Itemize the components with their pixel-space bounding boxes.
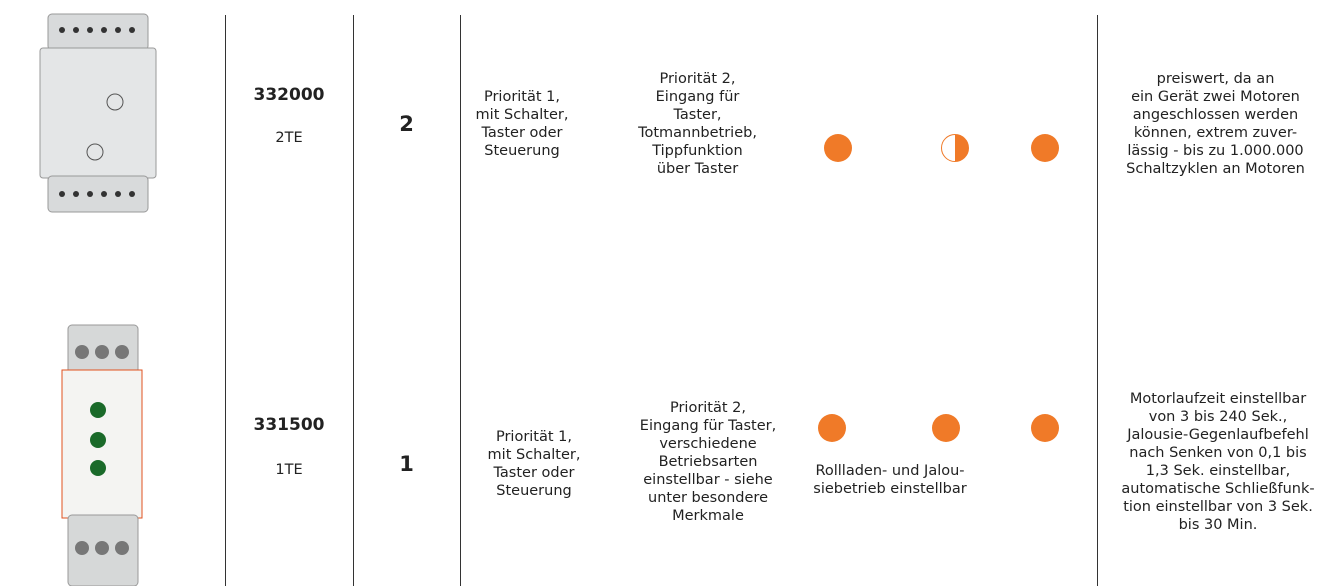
feature-dot xyxy=(818,414,846,442)
device-332000 xyxy=(39,13,157,213)
motor-count: 1 xyxy=(399,452,414,476)
feature-dot xyxy=(1031,414,1059,442)
motor-count: 2 xyxy=(399,112,414,136)
feature-note: Rollladen- und Jalou- siebetrieb einstel… xyxy=(813,463,967,497)
article-number: 331500 xyxy=(253,415,325,435)
feature-dot xyxy=(1031,134,1059,162)
column-divider xyxy=(1097,15,1098,586)
priority-2: Priorität 2, Eingang für Taster, Totmann… xyxy=(638,71,757,177)
feature-half-dot xyxy=(941,134,969,162)
description: preiswert, da an ein Gerät zwei Motoren … xyxy=(1126,71,1305,177)
priority-1: Priorität 1, mit Schalter, Taster oder S… xyxy=(475,89,569,159)
description: Motorlaufzeit einstellbar von 3 bis 240 … xyxy=(1121,391,1315,533)
feature-dot xyxy=(824,134,852,162)
feature-dot xyxy=(932,414,960,442)
device-331500 xyxy=(61,324,143,586)
column-divider xyxy=(460,15,461,586)
column-divider xyxy=(353,15,354,586)
module-width: 2TE xyxy=(275,130,303,146)
article-number: 332000 xyxy=(253,85,325,105)
module-width: 1TE xyxy=(275,462,303,478)
priority-1: Priorität 1, mit Schalter, Taster oder S… xyxy=(487,429,581,499)
product-images xyxy=(39,13,157,586)
column-divider xyxy=(225,15,226,586)
priority-2: Priorität 2, Eingang für Taster, verschi… xyxy=(639,400,777,524)
